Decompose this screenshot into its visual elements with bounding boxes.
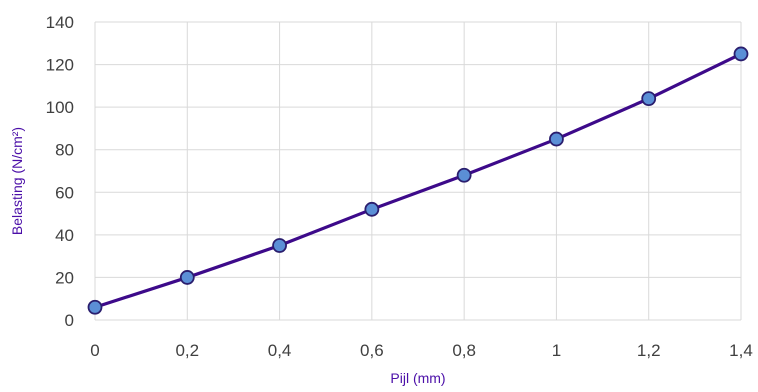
y-tick-label: 0 — [65, 311, 74, 330]
x-axis-title: Pijl (mm) — [390, 370, 445, 386]
x-tick-label: 0,8 — [452, 341, 476, 360]
y-tick-label: 120 — [46, 56, 74, 75]
x-tick-label: 1,2 — [637, 341, 661, 360]
data-point — [456, 167, 472, 183]
data-point — [364, 201, 380, 217]
data-point — [87, 299, 103, 315]
data-point — [641, 91, 657, 107]
y-axis-title: Belasting (N/cm²) — [9, 127, 25, 235]
x-tick-label: 0,2 — [175, 341, 199, 360]
x-tick-label: 1,4 — [729, 341, 753, 360]
x-tick-label: 0 — [90, 341, 99, 360]
y-tick-label: 60 — [55, 183, 74, 202]
y-tick-label: 100 — [46, 98, 74, 117]
x-tick-label: 0,4 — [268, 341, 292, 360]
x-tick-label: 0,6 — [360, 341, 384, 360]
data-point — [549, 131, 564, 147]
series-polyline — [93, 52, 743, 309]
y-tick-label: 20 — [55, 268, 74, 287]
y-tick-label: 140 — [46, 13, 74, 32]
tick-labels: 0 20 40 60 80 100 120 140 0 0,2 0,4 0,6 0,8 1 1,2 1,4 — [46, 13, 753, 360]
series-line — [93, 52, 743, 309]
y-tick-label: 40 — [55, 226, 74, 245]
x-tick-label: 1 — [552, 341, 561, 360]
y-tick-label: 80 — [55, 141, 74, 160]
data-points — [87, 46, 749, 315]
data-point — [272, 238, 287, 253]
data-point — [733, 46, 749, 62]
data-point — [179, 270, 195, 285]
